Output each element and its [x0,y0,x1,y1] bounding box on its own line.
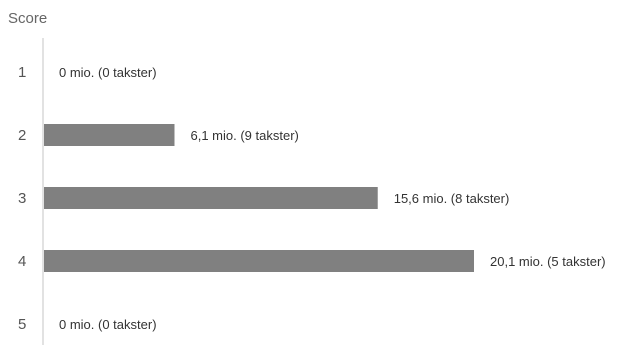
data-label: 20,1 mio. (5 takster) [490,254,606,269]
data-label: 15,6 mio. (8 takster) [394,191,510,206]
data-label: 6,1 mio. (9 takster) [190,128,298,143]
y-tick-label: 1 [18,64,26,81]
y-tick-label: 3 [18,190,26,207]
data-label: 0 mio. (0 takster) [59,65,157,80]
y-tick-label: 2 [18,127,26,144]
data-label: 0 mio. (0 takster) [59,317,157,332]
chart-rows: 1 0 mio. (0 takster) 2 6,1 mio. (9 takster)… [18,64,606,333]
bar [44,187,378,209]
y-tick-label: 5 [18,316,26,333]
bar [44,250,474,272]
y-tick-label: 4 [18,253,26,270]
y-axis-title: Score [8,10,47,27]
bar [44,124,175,146]
